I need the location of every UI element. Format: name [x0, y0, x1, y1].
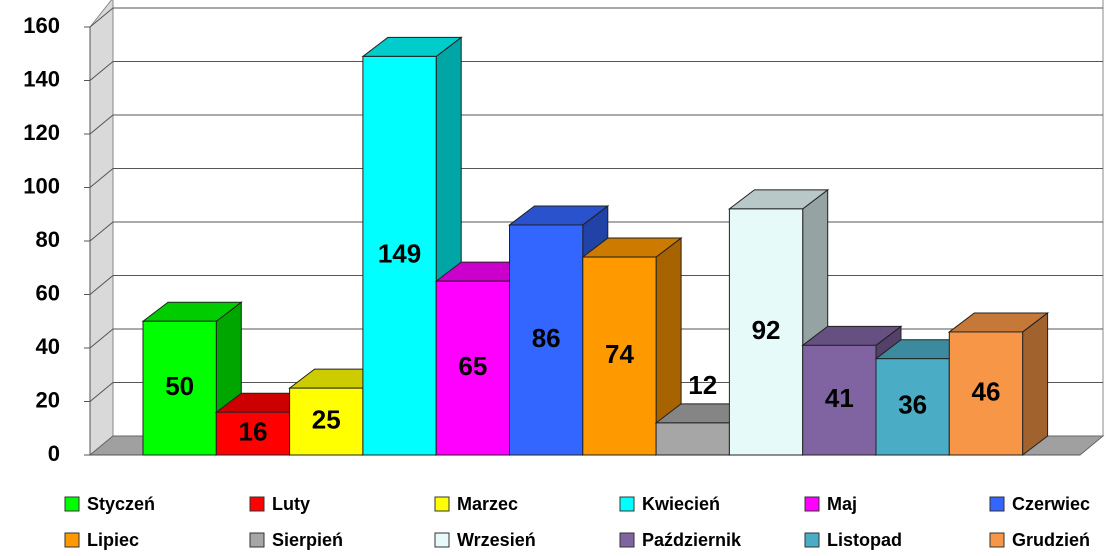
- legend-swatch: [804, 532, 820, 548]
- bar: [362, 55, 437, 456]
- value-label: 25: [312, 404, 341, 434]
- bar-side: [1022, 311, 1049, 457]
- y-tick-label: 0: [48, 441, 60, 466]
- y-tick-label: 40: [36, 334, 60, 359]
- grid-line: [89, 7, 1103, 28]
- legend-label: Październik: [642, 530, 742, 550]
- y-tick-label: 80: [36, 227, 60, 252]
- y-tick-label: 100: [23, 173, 60, 198]
- grid-line: [89, 168, 1103, 188]
- bar: [728, 208, 804, 456]
- y-tick-label: 20: [36, 387, 60, 412]
- bar: [582, 256, 657, 456]
- y-tick-label: 160: [23, 13, 60, 38]
- legend-label: Listopad: [827, 530, 902, 550]
- value-label: 149: [378, 239, 421, 269]
- bar: [875, 358, 950, 456]
- bar: [948, 331, 1024, 456]
- value-label: 65: [458, 351, 487, 381]
- value-label: 12: [688, 370, 717, 400]
- legend-swatch: [249, 496, 265, 512]
- legend-label: Wrzesień: [457, 530, 536, 550]
- y-tick-label: 120: [23, 120, 60, 145]
- bar: [509, 224, 584, 456]
- value-label: 50: [165, 371, 194, 401]
- legend-swatch: [249, 532, 265, 548]
- value-label: 41: [825, 383, 854, 413]
- legend-label: Styczeń: [87, 494, 155, 514]
- grid-line: [89, 61, 1103, 81]
- bar: [655, 422, 730, 456]
- legend-swatch: [64, 532, 80, 548]
- legend-swatch: [434, 496, 450, 512]
- legend-swatch: [989, 496, 1005, 512]
- value-label: 16: [238, 416, 267, 446]
- value-label: 92: [752, 315, 781, 345]
- legend-swatch: [434, 532, 450, 548]
- value-label: 74: [605, 339, 634, 369]
- legend-label: Marzec: [457, 494, 518, 514]
- y-tick-label: 140: [23, 66, 60, 91]
- grid-line: [89, 114, 1103, 135]
- legend-label: Lipiec: [87, 530, 139, 550]
- value-label: 46: [971, 376, 1000, 406]
- y-tick-label: 60: [36, 280, 60, 305]
- legend-label: Czerwiec: [1012, 494, 1090, 514]
- bar: [215, 411, 291, 456]
- legend-label: Sierpień: [272, 530, 343, 550]
- bar: [289, 387, 364, 456]
- side-wall: [89, 0, 114, 457]
- bar: [802, 344, 877, 456]
- value-label: 36: [898, 390, 927, 420]
- value-label: 86: [532, 323, 561, 353]
- legend-swatch: [64, 496, 80, 512]
- legend-swatch: [619, 532, 635, 548]
- legend-swatch: [989, 532, 1005, 548]
- bar: [435, 280, 511, 456]
- legend-label: Grudzień: [1012, 530, 1090, 550]
- legend-label: Luty: [272, 494, 310, 514]
- legend-label: Maj: [827, 494, 857, 514]
- bar: [142, 320, 217, 456]
- legend-swatch: [619, 496, 635, 512]
- legend-swatch: [804, 496, 820, 512]
- legend-label: Kwiecień: [642, 494, 720, 514]
